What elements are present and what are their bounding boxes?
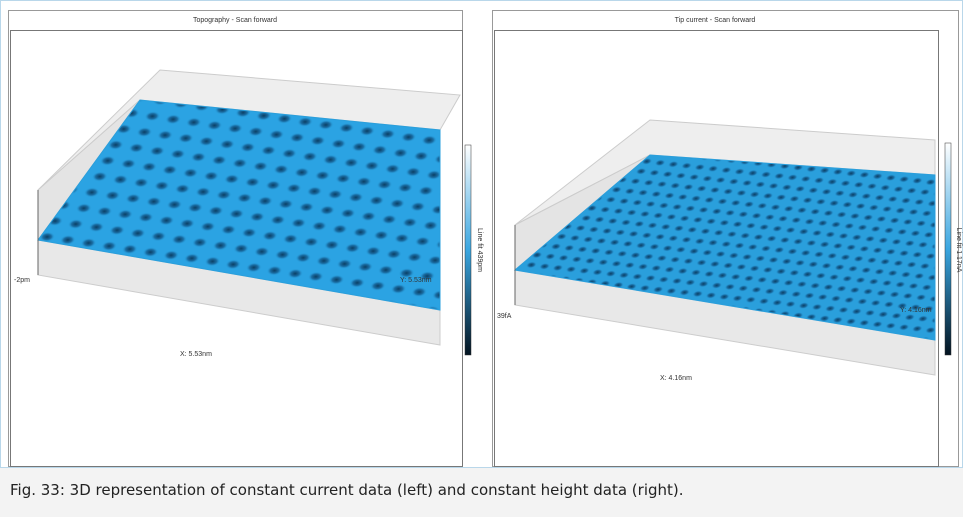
panel-title: Tip current - Scan forward bbox=[675, 17, 756, 24]
colorbar-label: Line fit 439pm bbox=[476, 228, 483, 272]
z-label: 39fA bbox=[497, 313, 512, 320]
figure: Topography - Scan forward -2pm Y: 5.53nm… bbox=[0, 0, 963, 468]
colorbar-label: Line fit 1.17nA bbox=[955, 228, 962, 273]
y-axis-label: Y: 4.16nm bbox=[900, 307, 932, 314]
z-label: -2pm bbox=[14, 277, 30, 284]
left-panel: Topography - Scan forward -2pm Y: 5.53nm… bbox=[8, 10, 483, 467]
right-panel: Tip current - Scan forward 39fA Y: 4.16n… bbox=[492, 10, 962, 467]
x-axis-label: X: 4.16nm bbox=[660, 375, 692, 382]
caption: Fig. 33: 3D representation of constant c… bbox=[0, 468, 963, 517]
panel-title: Topography - Scan forward bbox=[193, 17, 277, 24]
y-axis-label: Y: 5.53nm bbox=[400, 277, 432, 284]
x-axis-label: X: 5.53nm bbox=[180, 351, 212, 358]
